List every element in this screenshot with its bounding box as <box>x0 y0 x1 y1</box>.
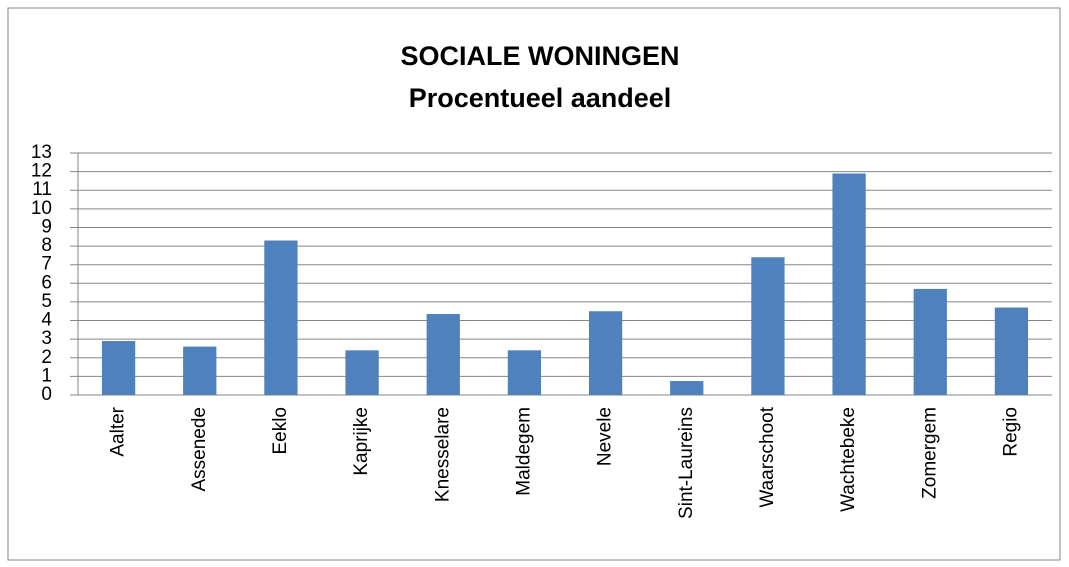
bar <box>183 346 217 395</box>
y-tick-label: 2 <box>41 347 52 368</box>
y-tick-label: 7 <box>41 254 52 275</box>
bar <box>994 307 1029 395</box>
bar <box>101 341 136 395</box>
x-tick-label: Maldegem <box>513 407 534 496</box>
bar <box>345 350 379 395</box>
chart-border <box>7 7 1061 561</box>
bar <box>751 257 785 395</box>
x-tick-label: Waarschoot <box>757 406 778 507</box>
y-tick-label: 3 <box>41 328 52 349</box>
x-tick-label: Assenede <box>189 407 210 492</box>
bar <box>264 240 298 395</box>
y-tick-label: 6 <box>41 272 52 293</box>
x-tick-label: Aalter <box>108 406 129 456</box>
x-tick-label: Eeklo <box>270 407 291 455</box>
x-tick-label: Zomergem <box>919 407 940 499</box>
x-tick-label: Knesselare <box>432 407 453 502</box>
chart-title: SOCIALE WONINGEN <box>400 41 679 71</box>
y-tick-label: 5 <box>41 291 52 312</box>
bar <box>426 314 460 395</box>
y-tick-label: 9 <box>41 216 52 237</box>
y-tick-label: 11 <box>32 179 52 200</box>
y-tick-label: 12 <box>31 161 52 182</box>
y-tick-label: 13 <box>31 142 52 163</box>
y-tick-label: 8 <box>41 235 52 256</box>
x-tick-label: Nevele <box>595 407 616 466</box>
y-tick-label: 1 <box>41 365 52 386</box>
x-tick-label: Sint-Laureins <box>676 407 697 519</box>
y-tick-label: 0 <box>41 384 52 405</box>
y-tick-label: 10 <box>31 198 52 219</box>
bar <box>507 350 542 395</box>
bar <box>588 311 623 395</box>
chart-subtitle: Procentueel aandeel <box>409 83 672 113</box>
bar <box>913 288 947 395</box>
bar <box>670 381 704 395</box>
x-tick-label: Regio <box>1000 407 1021 457</box>
x-tick-label: Wachtebeke <box>838 407 859 512</box>
y-tick-label: 4 <box>41 310 52 331</box>
bar <box>832 173 866 395</box>
x-tick-label: Kaprijke <box>351 407 372 476</box>
